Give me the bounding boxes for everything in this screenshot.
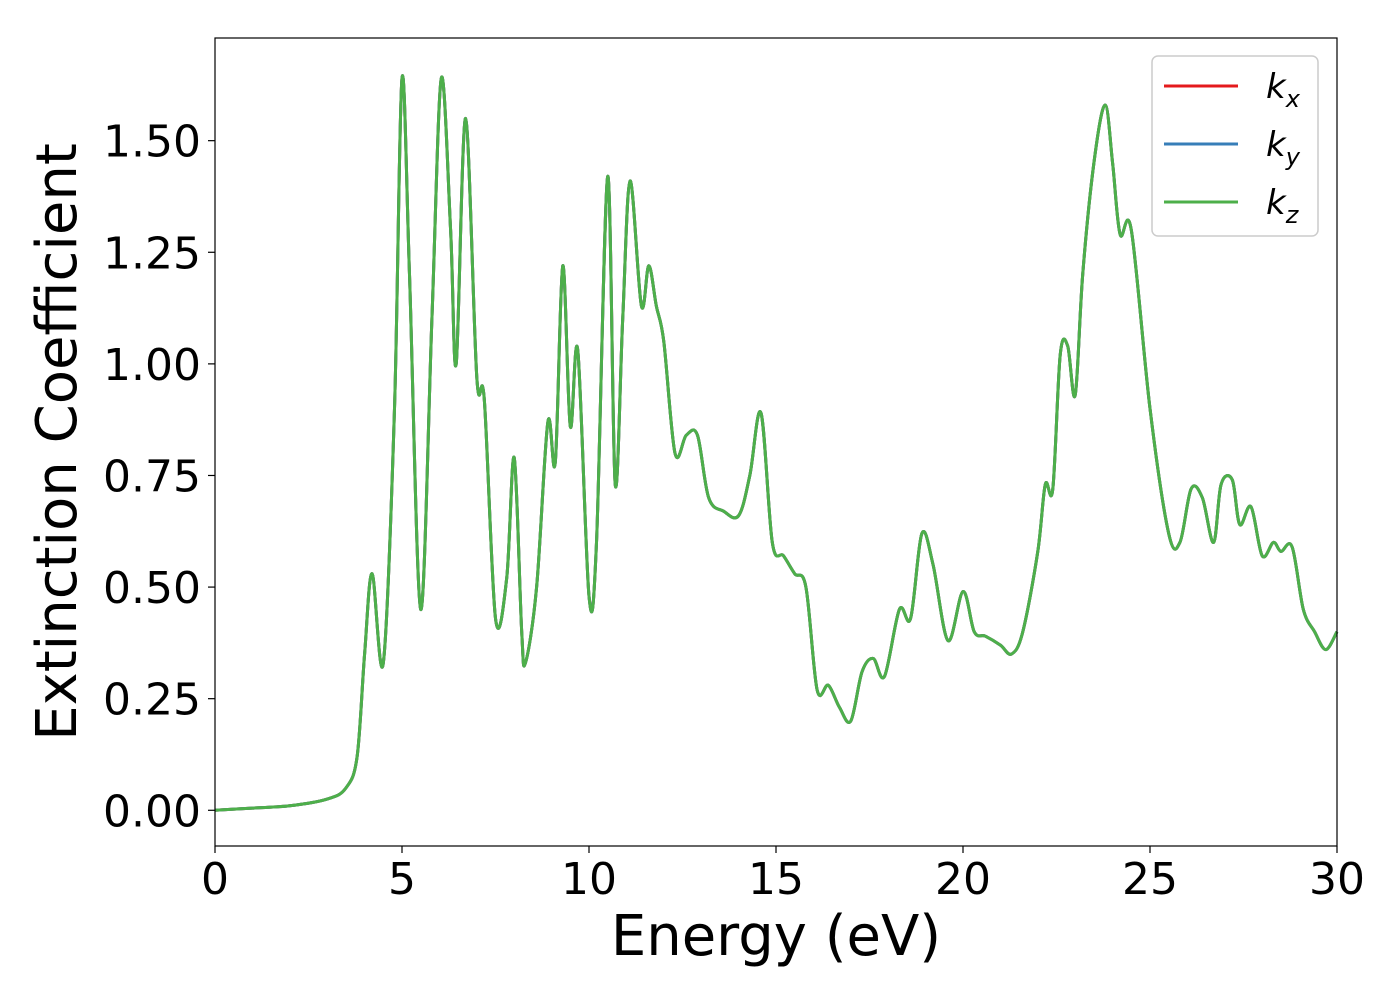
y-tick-label: 0.75 [103,451,201,502]
x-tick-label: 25 [1122,854,1178,905]
legend-label: ky [1266,125,1301,171]
y-tick-label: 0.00 [103,786,201,837]
y-tick-label: 0.25 [103,675,201,726]
x-tick-label: 30 [1309,854,1365,905]
y-tick-label: 1.00 [103,340,201,391]
x-tick-label: 0 [201,854,229,905]
x-axis-title: Energy (eV) [611,904,941,969]
x-tick-label: 10 [561,854,617,905]
axis-ticks: 0 5 10 15 20 25 30 0.00 0.25 0.50 0.75 1.00 1.25 1.50 [103,117,1365,905]
legend-label: kz [1266,183,1300,229]
x-tick-label: 15 [748,854,804,905]
x-tick-label: 20 [935,854,991,905]
legend-box [1151,55,1319,237]
y-tick-label: 1.50 [103,117,201,168]
series-line-kz [214,74,1339,812]
y-tick-label: 1.25 [103,228,201,279]
plot-frame [214,37,1338,847]
y-tick-label: 0.50 [103,563,201,614]
y-axis-title: Extinction Coefficient [25,143,90,741]
legend-label: kx [1266,67,1301,113]
legend: kx ky kz [1151,55,1319,237]
series-lines [214,74,1339,812]
x-tick-label: 5 [388,854,416,905]
